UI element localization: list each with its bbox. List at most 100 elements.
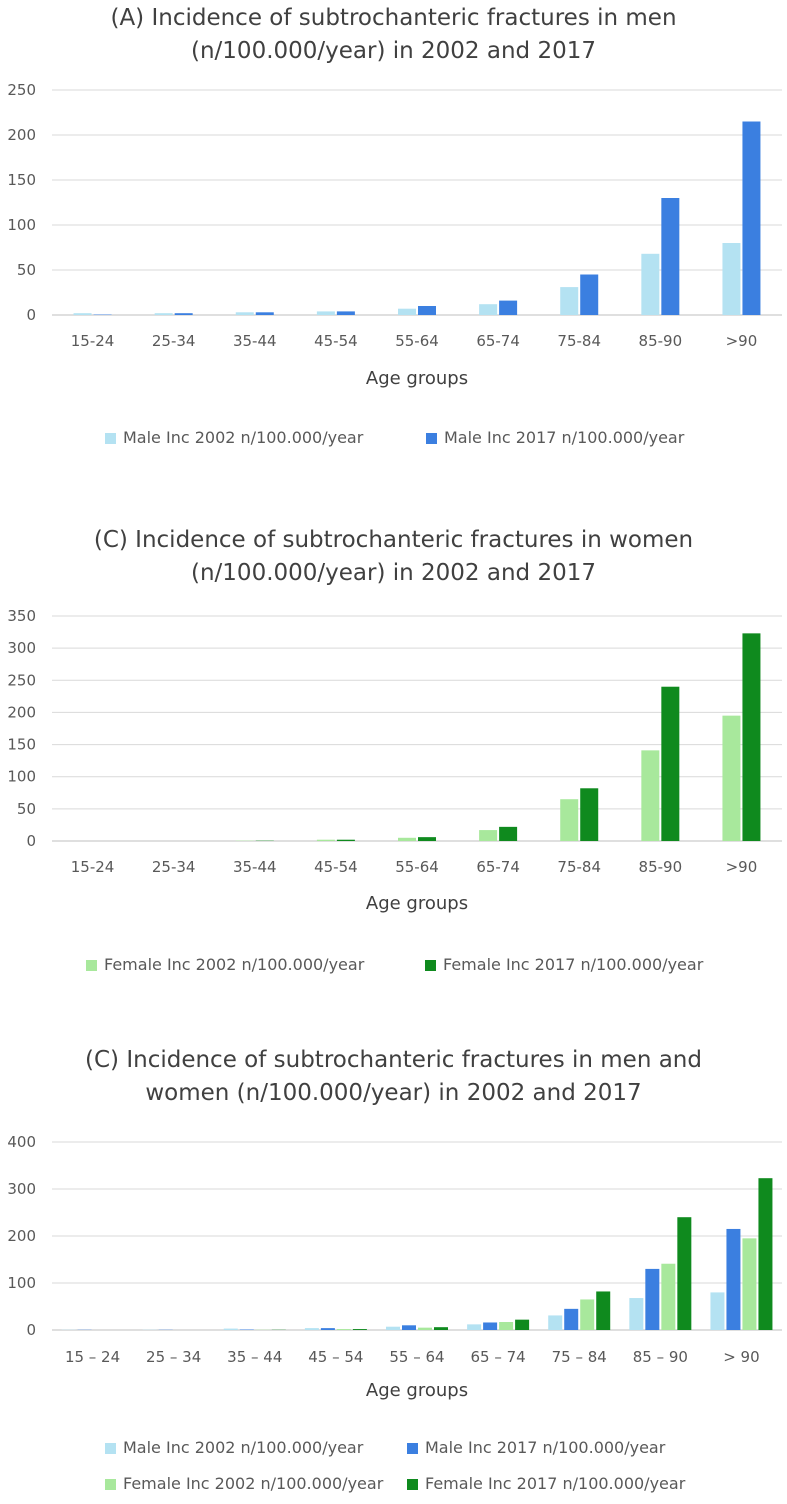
- legend-item: Male Inc 2017 n/100.000/year: [407, 1438, 665, 1457]
- y-tick-label: 100: [7, 216, 36, 234]
- y-tick-label: 300: [7, 639, 36, 657]
- bar: [661, 686, 680, 841]
- bar: [467, 1324, 482, 1330]
- chart-plot: 0 50 100 150 200 250 15-24 25-34 35-44 45-54 55-64…: [7, 81, 782, 389]
- y-tick-label: 200: [7, 1227, 36, 1245]
- legend-label: Male Inc 2002 n/100.000/year: [123, 428, 364, 447]
- x-tick-label: 55-64: [395, 858, 439, 876]
- x-tick-label: >90: [726, 332, 758, 350]
- bar: [434, 1327, 448, 1330]
- x-tick-label: 55-64: [395, 332, 439, 350]
- bar: [645, 1268, 660, 1330]
- bar: [336, 1329, 351, 1330]
- legend-label: Female Inc 2017 n/100.000/year: [425, 1474, 686, 1493]
- legend-swatch: [407, 1479, 418, 1490]
- x-tick-label: 45-54: [314, 332, 358, 350]
- chart-title-line-2: women (n/100.000/year) in 2002 and 2017: [145, 1080, 642, 1106]
- bar: [336, 839, 355, 841]
- x-tick-label: 15 – 24: [65, 1348, 120, 1366]
- bar: [726, 1228, 741, 1330]
- bar: [304, 1328, 319, 1330]
- y-tick-label: 50: [17, 800, 36, 818]
- legend-item: Female Inc 2002 n/100.000/year: [86, 955, 364, 974]
- legend-swatch: [105, 1443, 116, 1454]
- bar: [499, 300, 518, 315]
- bar: [479, 830, 498, 841]
- x-tick-label: > 90: [723, 1348, 759, 1366]
- legend-item: Female Inc 2002 n/100.000/year: [105, 1474, 383, 1493]
- bar: [386, 1326, 400, 1330]
- y-tick-label: 250: [7, 81, 36, 99]
- bar: [73, 313, 92, 315]
- chart-title: (A) Incidence of subtrochanteric fractur…: [0, 2, 787, 68]
- y-tick-label: 100: [7, 768, 36, 786]
- legend-label: Female Inc 2017 n/100.000/year: [443, 955, 704, 974]
- bar: [710, 1292, 725, 1330]
- bar: [316, 839, 335, 841]
- bar: [722, 243, 741, 315]
- x-tick-label: 15-24: [71, 858, 115, 876]
- bar: [560, 287, 579, 315]
- legend-label: Male Inc 2017 n/100.000/year: [444, 428, 685, 447]
- legend-swatch: [426, 433, 437, 444]
- x-axis-title: Age groups: [366, 893, 468, 914]
- legend-label: Male Inc 2017 n/100.000/year: [425, 1438, 666, 1457]
- bar: [742, 121, 761, 315]
- bar: [742, 1238, 757, 1330]
- bar: [641, 750, 660, 841]
- chart-title-line-2: (n/100.000/year) in 2002 and 2017: [191, 38, 596, 64]
- bar: [223, 1328, 238, 1330]
- x-tick-label: 45 – 54: [308, 1348, 363, 1366]
- legend-swatch: [105, 1479, 116, 1490]
- x-tick-label: 25 – 34: [146, 1348, 201, 1366]
- bar: [499, 1322, 514, 1330]
- legend-item: Female Inc 2017 n/100.000/year: [425, 955, 703, 974]
- bar: [418, 306, 436, 315]
- y-tick-label: 200: [7, 703, 36, 721]
- chart-title-line-2: (n/100.000/year) in 2002 and 2017: [191, 560, 596, 586]
- y-tick-label: 50: [17, 261, 36, 279]
- bar: [629, 1298, 644, 1330]
- legend-label: Female Inc 2002 n/100.000/year: [104, 955, 365, 974]
- x-tick-label: 85-90: [639, 858, 683, 876]
- legend-label: Female Inc 2002 n/100.000/year: [123, 1474, 384, 1493]
- bar: [641, 253, 660, 315]
- x-tick-label: 35-44: [233, 332, 277, 350]
- y-tick-label: 200: [7, 126, 36, 144]
- legend-swatch: [407, 1443, 418, 1454]
- y-tick-label: 100: [7, 1274, 36, 1292]
- bar: [255, 312, 274, 315]
- x-tick-label: >90: [726, 858, 758, 876]
- bar: [483, 1322, 498, 1330]
- x-tick-label: 55 – 64: [389, 1348, 444, 1366]
- x-tick-label: 65 – 74: [471, 1348, 526, 1366]
- x-tick-label: 25-34: [152, 858, 196, 876]
- y-tick-label: 0: [26, 306, 36, 324]
- bar: [677, 1217, 692, 1330]
- y-tick-label: 300: [7, 1180, 36, 1198]
- chart-title-line-1: (C) Incidence of subtrochanteric fractur…: [85, 1047, 702, 1073]
- bar: [742, 633, 761, 841]
- legend-item: Male Inc 2002 n/100.000/year: [105, 428, 363, 447]
- y-tick-label: 400: [7, 1133, 36, 1151]
- bar: [418, 837, 436, 841]
- chart-plot: 0 100 200 300 400 15 – 24 25 – 34 35 – 44 45 – 5…: [7, 1133, 782, 1401]
- y-tick-label: 0: [26, 832, 36, 850]
- y-tick-label: 350: [7, 607, 36, 625]
- x-tick-label: 85-90: [639, 332, 683, 350]
- chart-title-line-1: (A) Incidence of subtrochanteric fractur…: [110, 5, 677, 31]
- x-tick-label: 85 – 90: [633, 1348, 688, 1366]
- x-tick-label: 35 – 44: [227, 1348, 282, 1366]
- bar: [154, 313, 173, 315]
- bar: [564, 1308, 579, 1330]
- x-axis-title: Age groups: [366, 1380, 468, 1401]
- legend-item: Female Inc 2017 n/100.000/year: [407, 1474, 685, 1493]
- y-tick-label: 150: [7, 171, 36, 189]
- bar: [479, 304, 498, 315]
- bar: [320, 1328, 335, 1330]
- bar: [580, 788, 599, 841]
- y-tick-label: 0: [26, 1321, 36, 1339]
- legend-swatch: [425, 960, 436, 971]
- legend-item: Male Inc 2002 n/100.000/year: [105, 1438, 363, 1457]
- x-tick-label: 75-84: [557, 332, 601, 350]
